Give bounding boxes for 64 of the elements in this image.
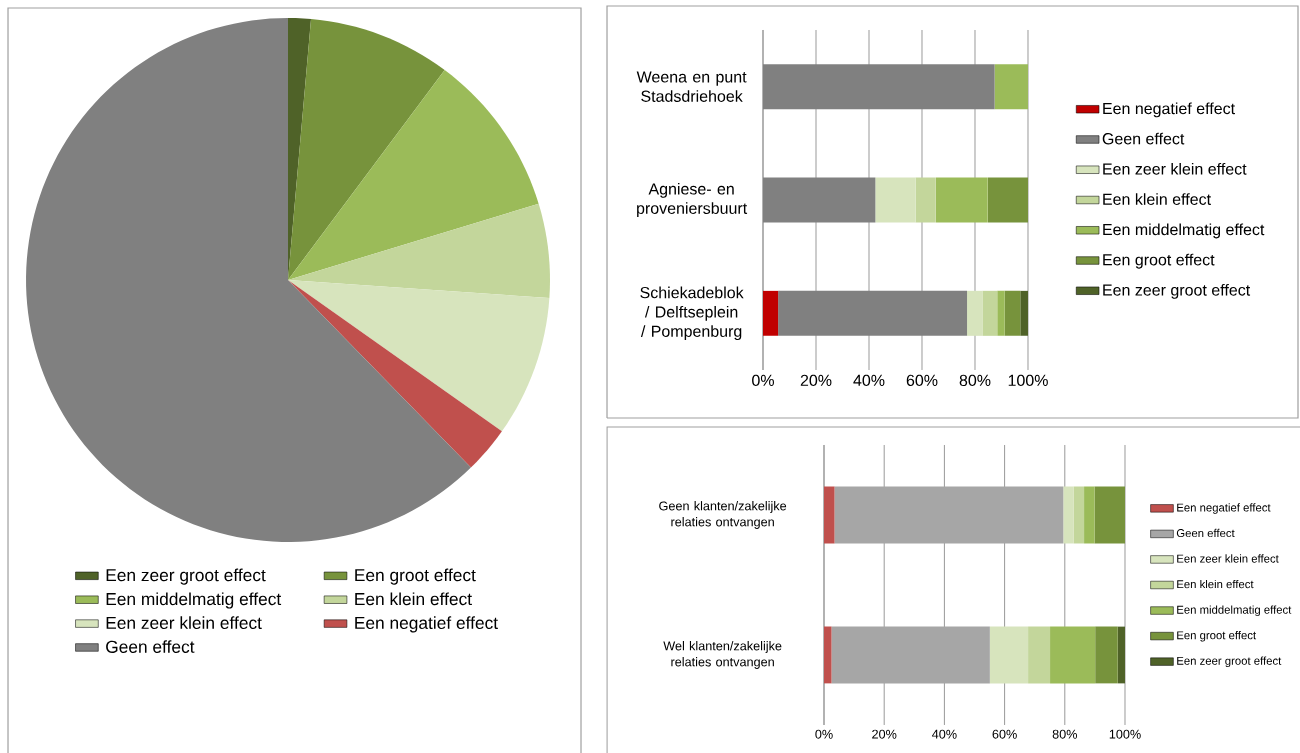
legend-label: Geen effect	[106, 640, 195, 653]
bar	[763, 64, 995, 110]
legend-label: Een groot effect	[355, 568, 476, 585]
legend-label: Een groot effect	[1103, 253, 1215, 269]
bar	[989, 626, 1029, 684]
bar	[1028, 626, 1051, 684]
x-tick-label: 20%	[872, 729, 897, 739]
bar	[1095, 626, 1118, 684]
bar	[1050, 626, 1096, 684]
legend-label: Een zeer groot effect	[1103, 283, 1251, 299]
legend-label: Een klein effect	[1103, 193, 1211, 205]
legend-label: Een klein effect	[355, 592, 472, 606]
bar	[1084, 486, 1095, 544]
bar	[1004, 290, 1021, 336]
x-tick-label: 40%	[932, 729, 957, 739]
legend-label: Een zeer klein effect	[106, 616, 262, 630]
legend-label: Een middelmatig effect	[1103, 223, 1265, 239]
bar	[997, 290, 1005, 336]
bar	[1063, 486, 1074, 544]
legend-label: Een zeer groot effect	[1177, 656, 1282, 668]
bar	[987, 177, 1028, 223]
y-tick-label: Geen klanten/zakelijke relaties ontvangen	[659, 501, 787, 529]
bar	[1094, 486, 1125, 544]
bar	[831, 626, 990, 684]
bar	[763, 290, 779, 336]
x-tick-label: 80%	[1052, 729, 1078, 739]
bar	[834, 486, 1064, 544]
bar	[778, 290, 968, 336]
bar	[1020, 290, 1028, 336]
bar	[994, 64, 1028, 110]
y-tick-label: Weena en punt Stadsdriehoek	[636, 71, 747, 102]
legend-label: Geen effect	[1102, 132, 1185, 145]
x-tick-label: 100%	[1109, 729, 1141, 739]
bar	[935, 177, 988, 223]
x-tick-label: 40%	[853, 374, 885, 387]
bar	[982, 290, 998, 336]
y-tick-label: Schiekadeblok / Delftseplein / Pompenburg	[640, 286, 744, 341]
x-tick-label: 80%	[959, 374, 991, 387]
bar	[763, 177, 876, 223]
bar	[967, 290, 983, 336]
legend-label: Een negatief effect	[1177, 503, 1271, 514]
legend-label: Een middelmatig effect	[106, 592, 282, 609]
y-tick-label: Wel klanten/zakelijke relaties ontvangen	[663, 641, 782, 669]
x-tick-label: 60%	[906, 374, 938, 387]
legend-label: Een groot effect	[1177, 630, 1257, 642]
bar	[875, 177, 916, 223]
bar	[1073, 486, 1085, 544]
legend-label: Een negatief effect	[1103, 102, 1235, 118]
bar	[824, 626, 832, 684]
x-tick-label: 0%	[752, 374, 774, 387]
legend-label: Een negatief effect	[355, 616, 498, 633]
x-tick-label: 100%	[1008, 374, 1048, 387]
legend-label: Een klein effect	[1177, 579, 1254, 589]
legend-label: Geen effect	[1176, 528, 1235, 538]
x-tick-label: 0%	[815, 729, 833, 739]
legend-label: Een middelmatig effect	[1177, 605, 1292, 616]
legend-label: Een zeer klein effect	[1177, 554, 1279, 563]
bar	[915, 177, 936, 223]
x-tick-label: 20%	[800, 374, 832, 387]
x-tick-label: 60%	[992, 729, 1017, 739]
legend-label: Een zeer groot effect	[106, 568, 266, 585]
y-tick-label: Agniese- en proveniersbuurt	[637, 182, 748, 218]
bar	[824, 486, 835, 544]
legend-label: Een zeer klein effect	[1103, 162, 1247, 175]
